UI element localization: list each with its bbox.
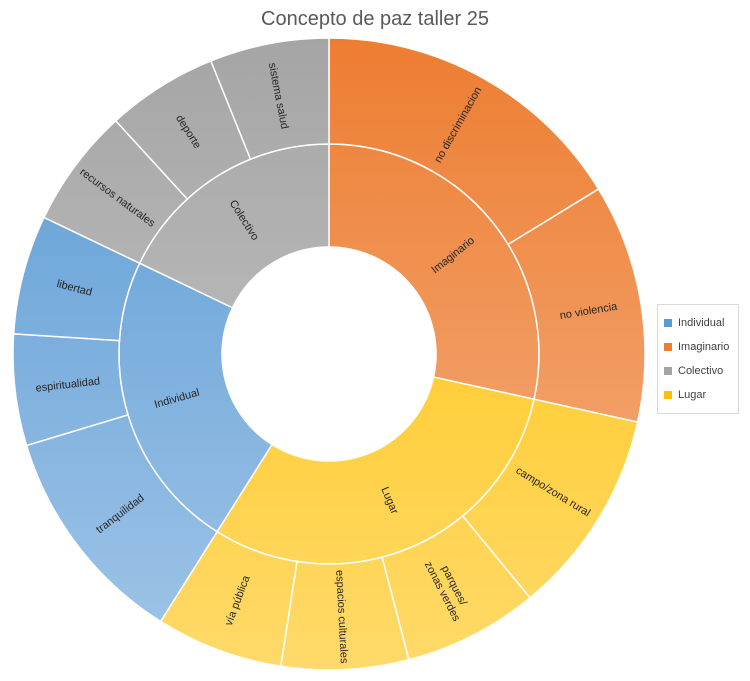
- legend-label-colectivo: Colectivo: [678, 365, 724, 377]
- legend-item-lugar: Lugar: [664, 383, 732, 407]
- legend-item-colectivo: Colectivo: [664, 359, 732, 383]
- legend-item-imaginario: Imaginario: [664, 335, 732, 359]
- chart-title: Concepto de paz taller 25: [261, 8, 489, 30]
- legend-item-individual: Individual: [664, 311, 732, 335]
- legend-swatch-individual: [664, 319, 672, 327]
- label-espacios-culturales: espacios culturales: [333, 570, 350, 665]
- legend-swatch-lugar: [664, 391, 672, 399]
- legend-label-lugar: Lugar: [678, 389, 707, 401]
- chart-legend: Individual Imaginario Colectivo Lugar: [657, 304, 739, 414]
- legend-swatch-colectivo: [664, 367, 672, 375]
- legend-swatch-imaginario: [664, 343, 672, 351]
- legend-label-imaginario: Imaginario: [678, 341, 730, 353]
- segment-sistema-salud: [209, 37, 330, 161]
- legend-label-individual: Individual: [678, 317, 725, 329]
